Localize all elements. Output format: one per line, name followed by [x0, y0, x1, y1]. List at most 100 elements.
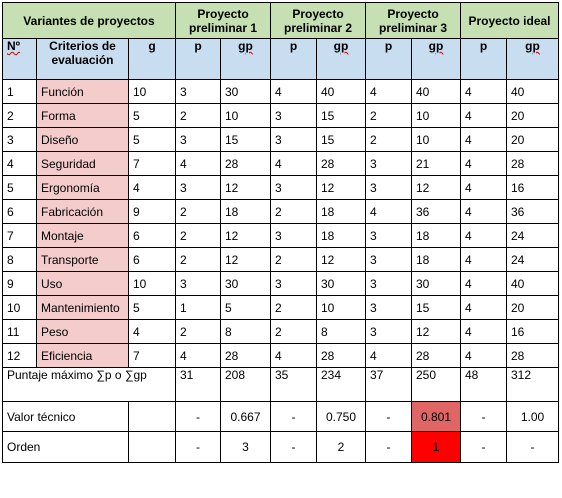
table-cell: 8 [316, 319, 366, 344]
table-cell: 28 [506, 151, 559, 176]
table-cell: 10 [220, 103, 271, 128]
table-cell: 3 [270, 175, 317, 200]
table-cell: 4 [460, 151, 507, 176]
criterion-cell: Montaje [36, 223, 129, 248]
project-2-header: Proyecto preliminar 2 [270, 2, 366, 39]
table-cell: 40 [506, 79, 559, 104]
table-cell: 4 [270, 79, 317, 104]
table-cell: - [460, 401, 507, 432]
table-row: 3 Diseño 5 3 15 3 15 2 10 4 20 [2, 127, 559, 152]
table-cell: 16 [506, 175, 559, 200]
table-cell: 12 [411, 319, 461, 344]
table-cell: 30 [316, 271, 366, 296]
table-cell: 36 [506, 199, 559, 224]
table-body: Variantes de proyectos Proyecto prelimin… [2, 2, 559, 368]
criteria-header: Criterios de evaluación [36, 38, 129, 80]
table-cell: 18 [316, 199, 366, 224]
row-number: 12 [2, 343, 37, 368]
gp-header: gp [525, 39, 540, 54]
table-cell: 28 [316, 151, 366, 176]
weight-cell: 6 [128, 223, 176, 248]
table-cell: 3 [220, 431, 271, 463]
table-cell: - [365, 431, 412, 463]
table-cell: 24 [506, 223, 559, 248]
table-cell: 31 [175, 367, 221, 402]
table-cell: 2 [365, 127, 412, 152]
table-cell: 3 [175, 271, 221, 296]
table-row: 2 Forma 5 2 10 3 15 2 10 4 20 [2, 103, 559, 128]
table-cell: 40 [316, 79, 366, 104]
table-cell: 15 [316, 127, 366, 152]
table-row: 8 Transporte 6 2 12 2 12 3 18 4 24 [2, 247, 559, 272]
criterion-cell: Fabricación [36, 199, 129, 224]
table-cell: 18 [411, 247, 461, 272]
table-cell: 18 [220, 199, 271, 224]
table-cell: 30 [220, 79, 271, 104]
table-cell: 12 [220, 175, 271, 200]
table-cell: 3 [270, 127, 317, 152]
table-cell: 15 [411, 295, 461, 320]
table-cell: 4 [270, 151, 317, 176]
table-cell: 16 [506, 319, 559, 344]
ideal-project-header: Proyecto ideal [460, 2, 559, 39]
table-cell: 4 [175, 343, 221, 368]
table-cell: 2 [316, 431, 366, 463]
gp-header: gp [238, 39, 253, 54]
p-header: p [365, 38, 412, 80]
table-cell: - [506, 431, 559, 463]
table-cell: 1 [175, 295, 221, 320]
weight-cell: 9 [128, 199, 176, 224]
table-cell: 4 [460, 343, 507, 368]
row-number: 9 [2, 271, 37, 296]
row-number: 8 [2, 247, 37, 272]
table-cell: 10 [411, 103, 461, 128]
table-cell: - [365, 401, 412, 432]
row-number: 4 [2, 151, 37, 176]
table-cell: 2 [270, 199, 317, 224]
table-cell: 15 [316, 103, 366, 128]
best-technical-value-cell: 0.801 [411, 401, 461, 432]
table-cell: 3 [365, 247, 412, 272]
table-cell: 12 [220, 247, 271, 272]
p-header: p [175, 38, 221, 80]
table-cell: 28 [411, 343, 461, 368]
totals-label: Puntaje máximo ∑p o ∑gp [7, 368, 147, 383]
criterion-cell: Eficiencia [36, 343, 129, 368]
weight-cell: 10 [128, 271, 176, 296]
table-cell: 234 [316, 367, 366, 402]
table-cell: 37 [365, 367, 412, 402]
technical-value-row: Valor técnico - 0.667 - 0.750 - 0.801 - … [2, 401, 559, 432]
criterion-cell: Función [36, 79, 129, 104]
row-number: 2 [2, 103, 37, 128]
criterion-cell: Transporte [36, 247, 129, 272]
table-cell: 3 [175, 79, 221, 104]
table-cell: 2 [175, 223, 221, 248]
row-number: 3 [2, 127, 37, 152]
first-order-cell: 1 [411, 431, 461, 463]
table-cell: 35 [270, 367, 317, 402]
weight-cell: 5 [128, 295, 176, 320]
table-cell: 12 [220, 223, 271, 248]
weight-cell: 5 [128, 127, 176, 152]
table-cell: 28 [506, 343, 559, 368]
row-number: 7 [2, 223, 37, 248]
table-cell: 30 [411, 271, 461, 296]
project-1-header: Proyecto preliminar 1 [175, 2, 271, 39]
gp-header: gp [333, 39, 349, 54]
table-cell: 20 [506, 295, 559, 320]
row-number: 5 [2, 175, 37, 200]
criterion-cell: Forma [36, 103, 129, 128]
table-cell: 2 [365, 103, 412, 128]
totals-row: Puntaje máximo ∑p o ∑gp 31 208 35 234 37… [2, 367, 559, 402]
table-row: 9 Uso 10 3 30 3 30 3 30 4 40 [2, 271, 559, 296]
table-cell: 0.750 [316, 401, 366, 432]
table-cell: 208 [220, 367, 271, 402]
table-cell: 20 [506, 127, 559, 152]
criterion-cell: Seguridad [36, 151, 129, 176]
table-row: 4 Seguridad 7 4 28 4 28 3 21 4 28 [2, 151, 559, 176]
table-cell: 4 [365, 199, 412, 224]
table-cell: - [175, 401, 221, 432]
weight-cell: 5 [128, 103, 176, 128]
table-cell: 3 [365, 175, 412, 200]
table-row: 6 Fabricación 9 2 18 2 18 4 36 4 36 [2, 199, 559, 224]
